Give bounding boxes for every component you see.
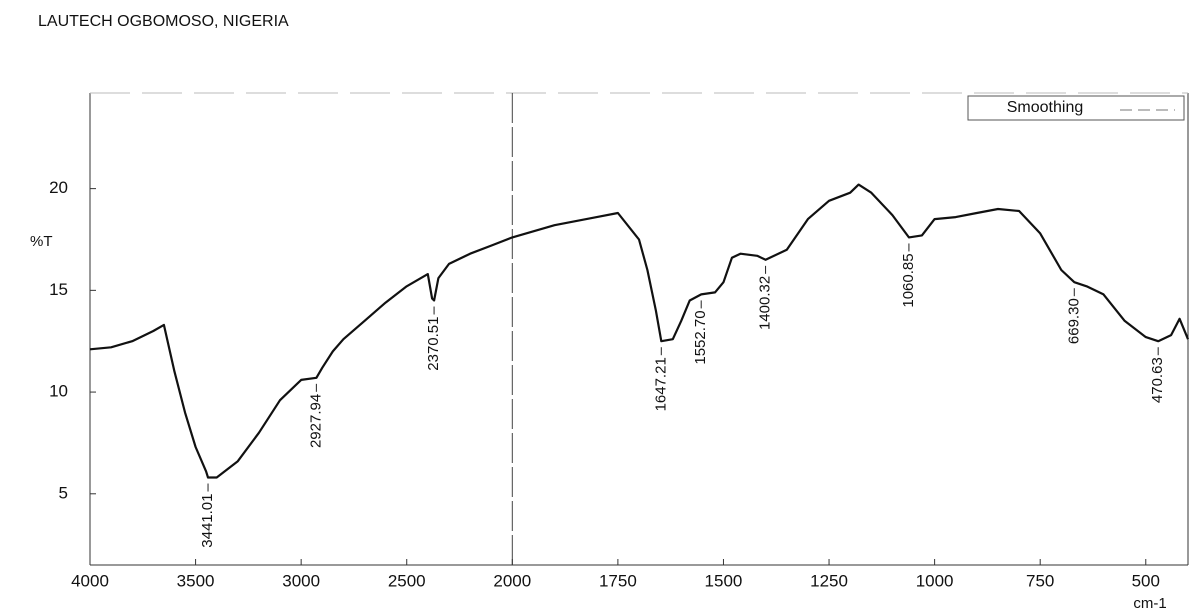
x-tick-label: 1500 bbox=[705, 571, 743, 590]
x-tick-label: 3000 bbox=[282, 571, 320, 590]
peak-label: 1400.32 bbox=[757, 276, 774, 330]
chart-title: LAUTECH OGBOMOSO, NIGERIA bbox=[38, 13, 289, 30]
peak-label: 1647.21 bbox=[652, 357, 669, 411]
y-tick-label: 20 bbox=[49, 178, 68, 197]
peak-label: 669.30 bbox=[1065, 298, 1082, 344]
peak-label: 1552.70 bbox=[692, 310, 709, 364]
x-tick-label: 1750 bbox=[599, 571, 637, 590]
x-axis-label: cm-1 bbox=[1133, 595, 1166, 612]
y-tick-label: 5 bbox=[59, 483, 68, 502]
y-tick-label: 15 bbox=[49, 280, 68, 299]
peak-label: 1060.85 bbox=[900, 253, 917, 307]
spectrum-line bbox=[89, 183, 1190, 479]
y-axis-label: %T bbox=[30, 233, 53, 250]
x-tick-label: 2000 bbox=[493, 571, 531, 590]
legend-box bbox=[967, 95, 1185, 121]
legend-label: Smoothing bbox=[1007, 99, 1084, 116]
x-tick-label: 2500 bbox=[388, 571, 426, 590]
y-tick-label: 10 bbox=[49, 382, 68, 401]
peak-label: 2927.94 bbox=[307, 394, 324, 448]
peak-label: 2370.51 bbox=[425, 317, 442, 371]
peak-label: 470.63 bbox=[1149, 357, 1166, 403]
peak-label: 3441.01 bbox=[199, 494, 216, 548]
x-tick-label: 3500 bbox=[177, 571, 215, 590]
x-tick-label: 4000 bbox=[71, 571, 109, 590]
x-tick-label: 500 bbox=[1132, 571, 1160, 590]
x-tick-label: 750 bbox=[1026, 571, 1054, 590]
x-tick-label: 1250 bbox=[810, 571, 848, 590]
x-tick-label: 1000 bbox=[916, 571, 954, 590]
